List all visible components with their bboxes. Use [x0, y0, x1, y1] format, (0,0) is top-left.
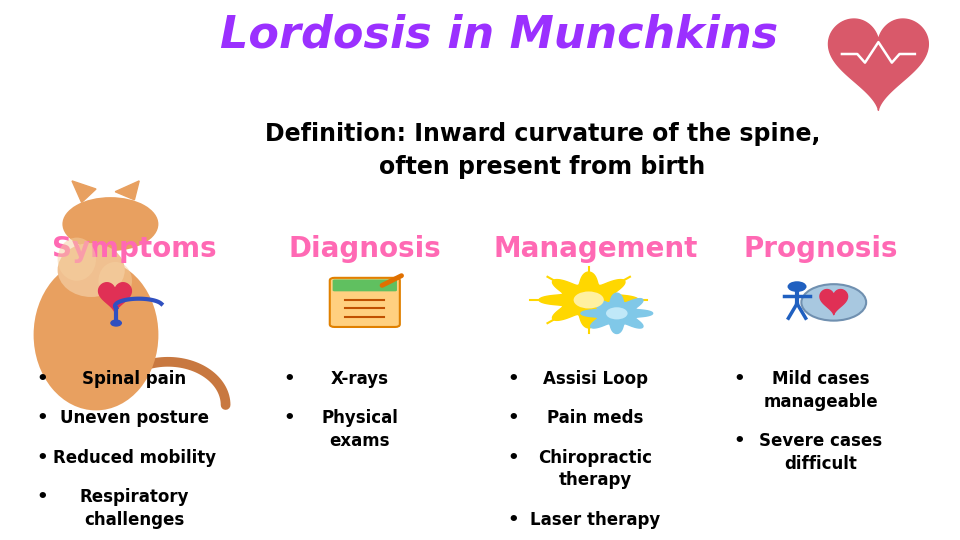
Text: exams: exams: [329, 432, 391, 450]
Circle shape: [573, 292, 604, 308]
Circle shape: [606, 307, 628, 319]
Text: Management: Management: [493, 235, 697, 263]
Polygon shape: [72, 181, 96, 202]
Polygon shape: [820, 289, 848, 315]
Text: Severe cases: Severe cases: [759, 432, 882, 450]
Text: •: •: [733, 370, 745, 388]
FancyBboxPatch shape: [330, 278, 400, 327]
Ellipse shape: [62, 197, 158, 251]
Circle shape: [802, 284, 866, 321]
Ellipse shape: [58, 238, 96, 281]
Ellipse shape: [58, 243, 125, 297]
Text: Mild cases: Mild cases: [772, 370, 870, 388]
Text: •: •: [507, 409, 518, 427]
Text: Reduced mobility: Reduced mobility: [53, 449, 216, 467]
Text: Physical: Physical: [322, 409, 398, 427]
Text: difficult: difficult: [784, 455, 857, 472]
Circle shape: [111, 320, 121, 326]
Text: •: •: [283, 409, 295, 427]
Text: X-rays: X-rays: [331, 370, 389, 388]
Text: Definition: Inward curvature of the spine,
often present from birth: Definition: Inward curvature of the spin…: [265, 122, 820, 179]
Text: manageable: manageable: [763, 393, 878, 410]
Circle shape: [787, 281, 806, 292]
Text: •: •: [507, 511, 518, 529]
Text: Chiropractic: Chiropractic: [539, 449, 652, 467]
Text: Symptoms: Symptoms: [52, 235, 217, 263]
Text: •: •: [36, 449, 48, 467]
Text: Respiratory: Respiratory: [80, 488, 189, 506]
Text: •: •: [733, 432, 745, 450]
FancyBboxPatch shape: [333, 280, 397, 292]
Ellipse shape: [34, 259, 158, 410]
Text: •: •: [507, 449, 518, 467]
Text: Laser therapy: Laser therapy: [530, 511, 660, 529]
Text: •: •: [36, 370, 48, 388]
Text: Prognosis: Prognosis: [744, 235, 898, 263]
Text: therapy: therapy: [559, 471, 632, 489]
Polygon shape: [115, 181, 139, 200]
Text: •: •: [507, 370, 518, 388]
Text: Uneven posture: Uneven posture: [60, 409, 209, 427]
Polygon shape: [540, 272, 638, 328]
Text: •: •: [36, 409, 48, 427]
Polygon shape: [581, 293, 653, 334]
Text: Assisi Loop: Assisi Loop: [542, 370, 648, 388]
Text: challenges: challenges: [84, 511, 184, 529]
Text: Diagnosis: Diagnosis: [288, 235, 442, 263]
Polygon shape: [99, 283, 132, 313]
Text: •: •: [36, 488, 48, 506]
Text: •: •: [283, 370, 295, 388]
Text: Pain meds: Pain meds: [547, 409, 643, 427]
Text: Lordosis in Munchkins: Lordosis in Munchkins: [220, 14, 779, 57]
Text: Spinal pain: Spinal pain: [83, 370, 186, 388]
Polygon shape: [828, 19, 928, 110]
Ellipse shape: [98, 262, 132, 300]
